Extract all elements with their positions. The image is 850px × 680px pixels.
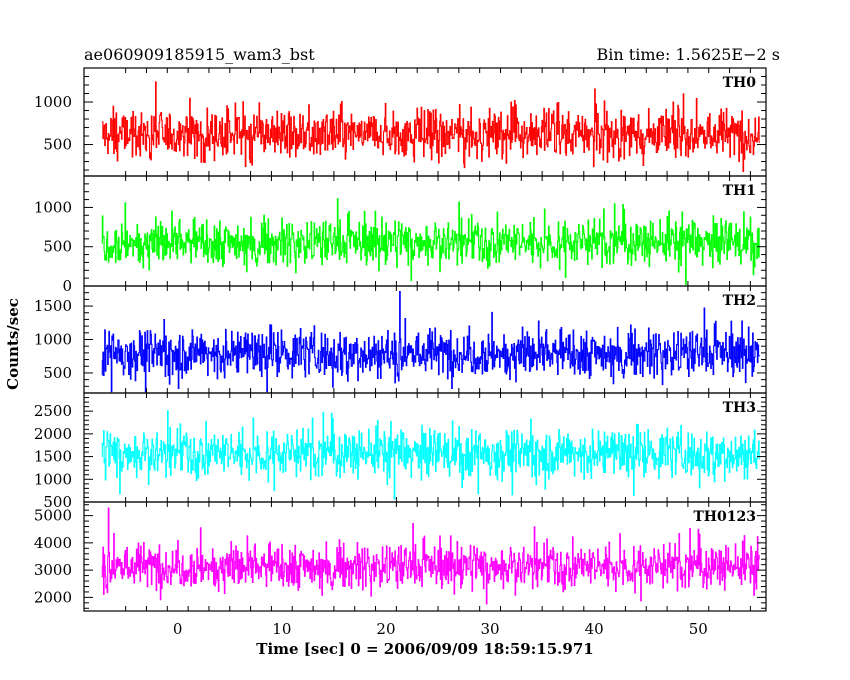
- panel-th2: 500 1000 1500 TH2: [34, 285, 767, 394]
- y-tick-label: 0: [62, 277, 72, 295]
- panel-label: TH3: [723, 400, 756, 416]
- panel-frame: [83, 175, 767, 287]
- panel-th0123: 2000 3000 4000 5000 TH0123: [34, 501, 767, 612]
- panel-label: TH0123: [693, 509, 756, 525]
- y-tick-label: 1500: [34, 297, 72, 315]
- y-tick-label: 2500: [34, 402, 72, 420]
- x-axis: 0 10 20 30 40 50: [173, 620, 708, 638]
- y-tick-label: 500: [43, 136, 72, 154]
- panel-th3: 500 1000 1500 2000 2500 TH3: [34, 392, 767, 511]
- series-th3-line: [101, 410, 760, 500]
- panel-frame: [83, 501, 767, 612]
- series-th2-line: [101, 291, 760, 393]
- x-tick-label: 50: [689, 620, 708, 638]
- y-tick-label: 2000: [34, 588, 72, 606]
- panel-label: TH1: [723, 183, 756, 199]
- figure-title: ae060909185915_wam3_bst: [84, 45, 315, 64]
- panel-label: TH2: [723, 293, 756, 309]
- series-th0123-line: [101, 507, 760, 605]
- y-tick-label: 500: [43, 493, 72, 511]
- panel-th1: 0 500 1000 TH1: [34, 175, 767, 295]
- series-th1-line: [101, 198, 760, 285]
- series-th0-line: [101, 81, 760, 173]
- panel-th0: 500 1000 TH0: [34, 67, 767, 177]
- panel-label: TH0: [723, 75, 757, 91]
- y-tick-label: 1000: [34, 198, 72, 216]
- x-tick-label: 20: [376, 620, 395, 638]
- y-tick-label: 1000: [34, 331, 72, 349]
- x-tick-label: 0: [173, 620, 183, 638]
- y-tick-label: 1000: [34, 470, 72, 488]
- y-tick-label: 500: [43, 364, 72, 382]
- y-tick-label: 5000: [34, 507, 72, 525]
- y-axis-label: Counts/sec: [4, 298, 22, 390]
- panel-frame: [83, 285, 767, 394]
- y-tick-label: 3000: [34, 561, 72, 579]
- bin-time-label: Bin time: 1.5625E−2 s: [597, 45, 780, 64]
- x-tick-label: 10: [272, 620, 291, 638]
- y-tick-label: 1500: [34, 448, 72, 466]
- panels-group: 500 1000 TH0 0 500 1000 TH1 500 1000 1500 TH2 500 10…: [34, 67, 767, 612]
- x-axis-label: Time [sec] 0 = 2006/09/09 18:59:15.971: [256, 640, 593, 658]
- y-tick-label: 4000: [34, 534, 72, 552]
- x-tick-label: 40: [585, 620, 604, 638]
- x-tick-label: 30: [481, 620, 500, 638]
- y-tick-label: 500: [43, 238, 72, 256]
- y-tick-label: 1000: [34, 93, 72, 111]
- y-tick-label: 2000: [34, 425, 72, 443]
